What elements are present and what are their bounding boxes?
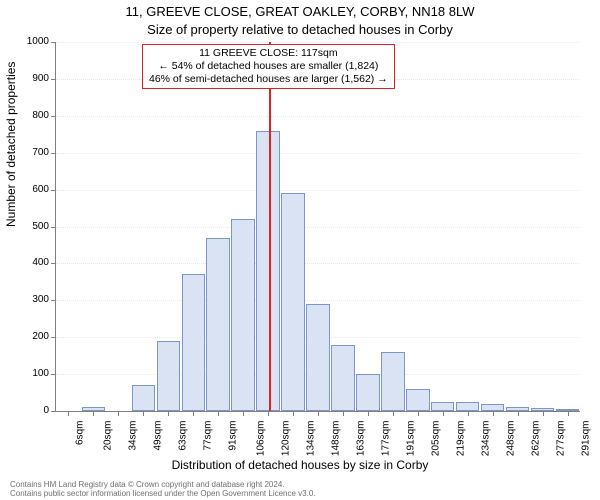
annotation-line-1: 11 GREEVE CLOSE: 117sqm [149,47,388,60]
x-tick-label: 191sqm [405,421,416,457]
x-tick [518,411,519,416]
y-tick-label: 400 [11,258,49,268]
histogram-bar [331,345,354,411]
x-tick-label: 91sqm [228,421,239,451]
histogram-bar [182,274,205,411]
x-tick-label: 120sqm [280,421,291,457]
x-tick [168,411,169,416]
x-tick [393,411,394,416]
x-tick [68,411,69,416]
x-tick [468,411,469,416]
y-tick [51,374,56,375]
x-tick [568,411,569,416]
x-tick-label: 106sqm [255,421,266,457]
x-tick-label: 49sqm [153,421,164,451]
footer-line-2: Contains public sector information licen… [10,489,590,498]
histogram-bar [481,404,504,411]
gridline [56,42,580,43]
y-tick-label: 200 [11,332,49,342]
y-tick [51,79,56,80]
x-tick [193,411,194,416]
x-tick [443,411,444,416]
x-tick [268,411,269,416]
y-tick [51,153,56,154]
histogram-bar [206,238,229,411]
y-tick [51,227,56,228]
y-tick [51,337,56,338]
x-tick [368,411,369,416]
histogram-bar [231,219,254,411]
y-tick [51,42,56,43]
y-tick-label: 0 [11,406,49,416]
histogram-bar [406,389,429,411]
x-tick [543,411,544,416]
x-tick-label: 6sqm [75,421,86,445]
annotation-line-2: ← 54% of detached houses are smaller (1,… [149,60,388,73]
annotation-box: 11 GREEVE CLOSE: 117sqm← 54% of detached… [142,44,395,89]
x-tick-label: 291sqm [580,421,591,457]
histogram-bar [281,193,304,411]
y-tick-label: 300 [11,295,49,305]
x-tick [143,411,144,416]
x-tick-label: 163sqm [355,421,366,457]
histogram-bar [132,385,155,411]
gridline [56,116,580,117]
y-tick [51,263,56,264]
x-tick-label: 134sqm [305,421,316,457]
x-axis-label: Distribution of detached houses by size … [0,458,600,472]
histogram-bar [356,374,379,411]
x-tick-label: 277sqm [555,421,566,457]
x-tick [418,411,419,416]
histogram-bar [157,341,180,411]
x-tick-label: 177sqm [380,421,391,457]
x-tick-label: 148sqm [330,421,341,457]
histogram-bar [256,131,279,411]
x-tick [343,411,344,416]
x-tick-label: 262sqm [530,421,541,457]
gridline [56,263,580,264]
x-tick-label: 248sqm [505,421,516,457]
gridline [56,190,580,191]
histogram-bar [431,402,454,411]
gridline [56,153,580,154]
title-line-1: 11, GREEVE CLOSE, GREAT OAKLEY, CORBY, N… [0,4,600,19]
x-tick-label: 20sqm [103,421,114,451]
y-tick [51,411,56,412]
y-tick [51,190,56,191]
x-tick [93,411,94,416]
histogram-bar [381,352,404,411]
histogram-bar [306,304,329,411]
y-tick-label: 100 [11,369,49,379]
plot-area: 010020030040050060070080090010006sqm20sq… [55,42,580,412]
histogram-bar [456,402,479,411]
x-tick [118,411,119,416]
y-tick-label: 1000 [11,37,49,47]
y-axis-label: Number of detached properties [4,62,18,227]
gridline [56,300,580,301]
footer-attribution: Contains HM Land Registry data © Crown c… [10,480,590,498]
footer-line-1: Contains HM Land Registry data © Crown c… [10,480,590,489]
title-line-2: Size of property relative to detached ho… [0,22,600,37]
y-tick [51,116,56,117]
x-tick [293,411,294,416]
x-tick-label: 219sqm [455,421,466,457]
x-tick-label: 234sqm [480,421,491,457]
x-tick-label: 205sqm [430,421,441,457]
x-tick-label: 63sqm [178,421,189,451]
x-tick [318,411,319,416]
x-tick [493,411,494,416]
x-tick [218,411,219,416]
chart-root: 11, GREEVE CLOSE, GREAT OAKLEY, CORBY, N… [0,0,600,500]
x-tick [243,411,244,416]
y-tick [51,300,56,301]
gridline [56,227,580,228]
x-tick-label: 34sqm [128,421,139,451]
x-tick-label: 77sqm [203,421,214,451]
annotation-line-3: 46% of semi-detached houses are larger (… [149,73,388,86]
marker-line [269,42,271,411]
